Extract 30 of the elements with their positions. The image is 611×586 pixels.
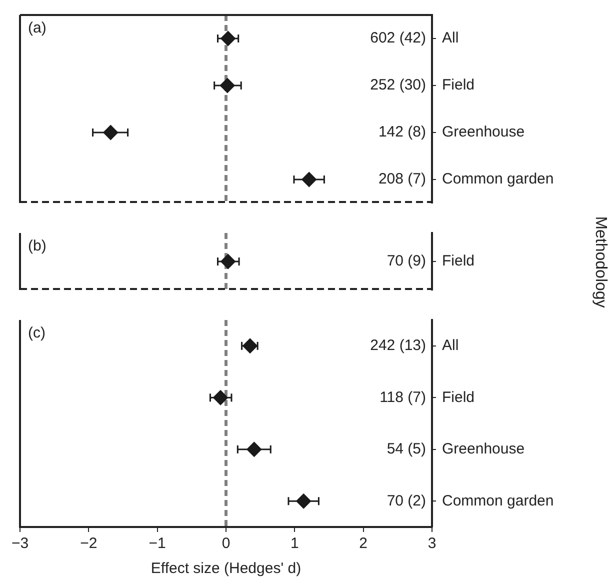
y-tick-label: Field — [442, 252, 475, 270]
y-tick-label: Field — [442, 388, 475, 406]
y-tick-label: All — [442, 337, 459, 354]
y-tick-label: Field — [442, 76, 475, 94]
y-axis-title: Methodology — [591, 216, 609, 308]
annotation: 70 (9) — [386, 252, 426, 270]
annotation: 142 (8) — [378, 124, 426, 141]
annotation: 252 (30) — [370, 76, 426, 94]
y-tick-label: All — [442, 30, 459, 47]
x-tick-label: −2 — [80, 535, 98, 552]
y-tick-label: Greenhouse — [442, 124, 525, 141]
annotation: 208 (7) — [378, 170, 426, 188]
annotation: 118 (7) — [380, 388, 426, 406]
y-tick-label: Greenhouse — [442, 440, 525, 458]
y-tick-label: Common garden — [442, 492, 554, 510]
annotation: 602 (42) — [370, 30, 426, 47]
x-tick-label: −1 — [148, 535, 166, 552]
x-axis-title: Effect size (Hedges' d) — [150, 560, 302, 578]
x-tick-label: 2 — [359, 535, 368, 552]
x-tick-label: 1 — [290, 535, 299, 552]
annotation: 242 (13) — [370, 337, 426, 354]
chart-title: (c) — [28, 324, 46, 342]
x-tick-label: 0 — [222, 535, 230, 552]
chart-title: (a) — [28, 20, 46, 37]
y-tick-label: Common garden — [442, 170, 554, 188]
x-tick-label: 3 — [428, 535, 436, 552]
annotation: 70 (2) — [386, 492, 426, 510]
annotation: 54 (5) — [386, 440, 426, 458]
chart-title: (b) — [28, 238, 46, 255]
x-tick-label: −3 — [11, 535, 29, 552]
